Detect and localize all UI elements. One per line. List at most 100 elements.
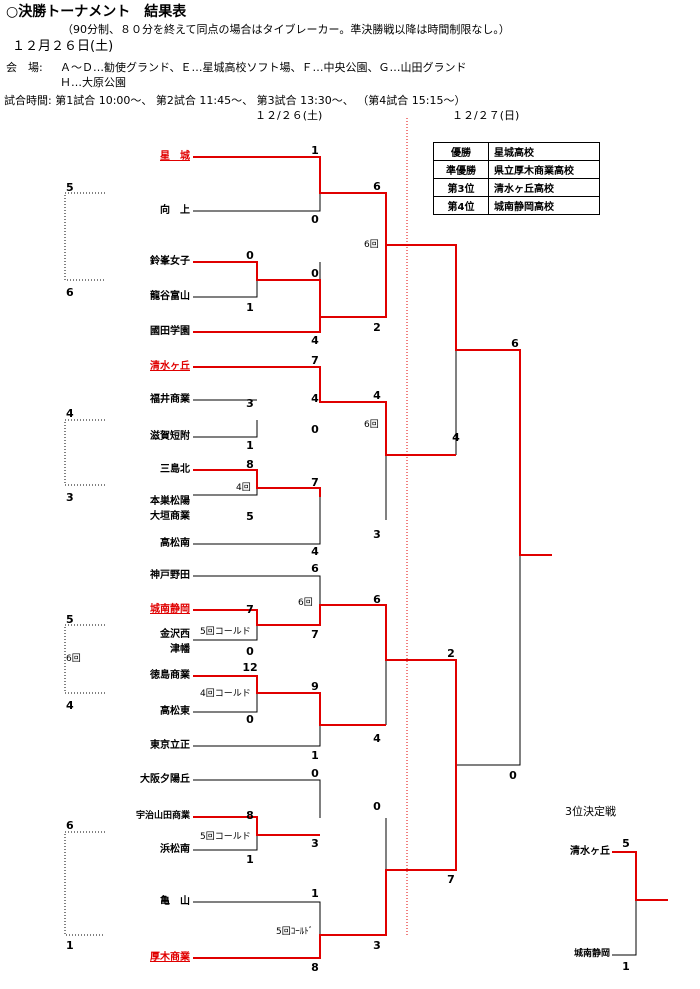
team-kameyama: 亀 山: [160, 896, 190, 907]
inning-note: 6回: [298, 598, 313, 608]
score: 7: [311, 628, 319, 641]
standings-value: 城南静岡高校: [488, 196, 600, 215]
team-shimizugaoka: 清水ヶ丘: [150, 361, 190, 372]
group-number: 6: [66, 819, 74, 832]
third-place-score-2: 1: [622, 960, 630, 973]
bracket-line: [193, 488, 258, 496]
score: 4: [311, 334, 319, 347]
score: 5: [246, 510, 254, 523]
score: 12: [242, 661, 258, 674]
inning-note: 5回コールド: [200, 832, 251, 842]
inning-note: 6回: [364, 420, 379, 430]
bracket-line: [193, 366, 456, 456]
score: 3: [373, 528, 381, 541]
score: 8: [246, 458, 254, 471]
venue-label: 会 場:: [6, 61, 43, 74]
score: 1: [311, 749, 319, 762]
score: 0: [246, 645, 254, 658]
score: 0: [246, 249, 254, 262]
winner-lines: [193, 156, 668, 959]
group-number: 4: [66, 699, 74, 712]
team-uji-yamada-shogyo: 宇治山田商業: [135, 811, 190, 821]
team-mishima-kita: 三島北: [160, 464, 190, 475]
score: 1: [311, 144, 319, 157]
score: 0: [311, 267, 319, 280]
score: 0: [311, 767, 319, 780]
page-title: ○決勝トーナメント 結果表: [6, 4, 187, 20]
score: 3: [311, 837, 319, 850]
bracket-line: [193, 901, 321, 935]
final-standings-table: 優勝 星城高校 準優勝 県立厚木商業高校 第3位 清水ヶ丘高校 第4位 城南静岡高校: [433, 142, 600, 215]
bracket-line: [193, 575, 321, 605]
team-suzumine: 鈴峯女子: [150, 256, 190, 267]
bracket-line: [193, 245, 387, 333]
bracket-line: [193, 779, 321, 818]
team-tokushima-shogyo: 徳島商業: [150, 670, 190, 681]
inning-note: 4回: [236, 483, 251, 493]
score: 1: [246, 301, 254, 314]
bracket-line: [193, 693, 258, 713]
match-date: １２月２６日(土): [12, 39, 114, 54]
bracket-line: [193, 193, 321, 212]
score: 6: [373, 593, 381, 606]
bracket-line: [193, 497, 321, 545]
score: 9: [311, 680, 319, 693]
group-number: 5: [66, 181, 74, 194]
bracket-line: [193, 469, 321, 497]
score: 7: [311, 476, 319, 489]
bracket-line: [193, 675, 386, 726]
score: 0: [311, 213, 319, 226]
team-osaka-yuhigaoka: 大阪夕陽丘: [140, 774, 190, 785]
team-shiga-tanfu: 滋賀短附: [150, 431, 190, 442]
team-hamamatsu-minami: 浜松南: [160, 844, 190, 855]
team-takamatsu-higashi: 高松東: [160, 706, 190, 717]
score: 2: [447, 647, 455, 660]
inning-note: 5回ｺｰﾙﾄﾞ: [276, 927, 314, 937]
bracket-line: [193, 156, 552, 556]
bracket-line: [193, 261, 321, 317]
page-subtitle: （90分制、８０分を終えて同点の場合はタイブレーカー。準決勝戦以降は時間制限なし…: [62, 23, 510, 36]
standings-row: 第4位 城南静岡高校: [433, 196, 600, 215]
score: 1: [246, 853, 254, 866]
third-place-title: 3位決定戦: [565, 805, 616, 818]
third-place-score-1: 5: [622, 837, 630, 850]
inning-note: 5回コールド: [200, 627, 251, 637]
team-tsubata: 津幡: [170, 644, 190, 655]
score: 1: [311, 887, 319, 900]
team-takamatsu-minami: 高松南: [160, 538, 190, 549]
third-place-team-1: 清水ヶ丘: [570, 846, 610, 857]
team-atsugi-shogyo: 厚木商業: [150, 952, 190, 963]
score: 4: [373, 732, 381, 745]
bracket-line: [193, 625, 258, 641]
bracket-line: [193, 835, 258, 851]
inning-note: 4回コールド: [200, 689, 251, 699]
score: 0: [246, 713, 254, 726]
score: 4: [311, 392, 319, 405]
score: 3: [373, 939, 381, 952]
bracket-line: [193, 604, 457, 765]
group-number: 6: [66, 286, 74, 299]
team-kanazawa-nishi: 金沢西: [160, 629, 190, 640]
team-kobe-noda: 神戸野田: [150, 570, 190, 581]
bracket-line: [64, 192, 105, 281]
team-ogaki-shogyo: 大垣商業: [150, 511, 190, 522]
score: 0: [509, 769, 517, 782]
score: 3: [246, 397, 254, 410]
team-kunita: 國田学園: [150, 326, 190, 337]
group-number: 1: [66, 939, 74, 952]
venue-line-2: Ｈ…大原公園: [60, 76, 126, 89]
group-number: 5: [66, 613, 74, 626]
team-jonan-shizuoka: 城南静岡: [150, 604, 190, 615]
bracket-line: [456, 555, 521, 766]
team-kojo: 向 上: [160, 205, 190, 216]
group-number: 4: [66, 407, 74, 420]
bracket-line: [193, 420, 258, 438]
bracket-line: [612, 851, 668, 901]
day2-label: １２/２７(日): [452, 109, 520, 122]
score: 7: [246, 603, 254, 616]
score: 8: [246, 809, 254, 822]
score: 0: [373, 800, 381, 813]
score: 1: [246, 439, 254, 452]
team-seijo: 星 城: [160, 151, 190, 162]
